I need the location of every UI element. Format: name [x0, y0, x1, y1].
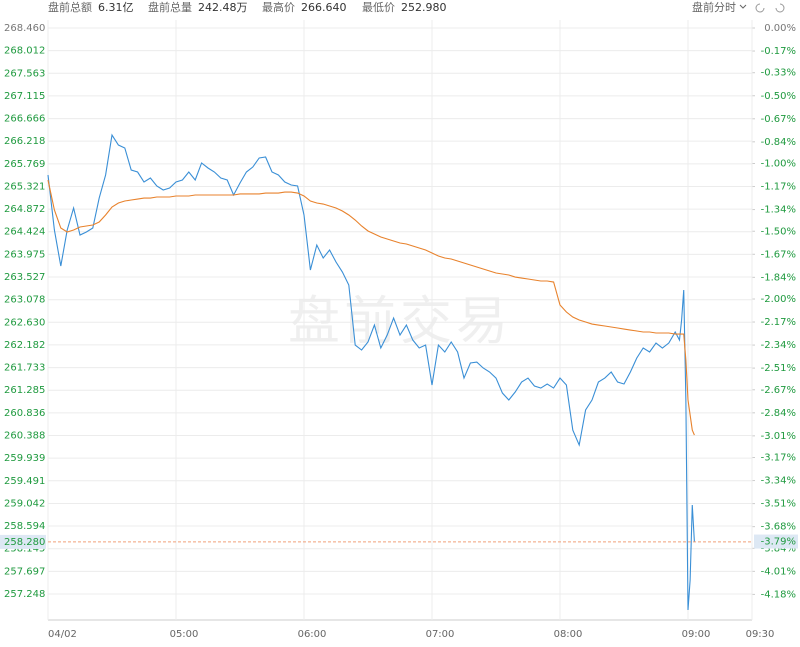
y-tick-label: 262.630 [4, 317, 45, 328]
last-price-label: 258.280 [4, 537, 45, 548]
y-tick-label: 260.388 [4, 430, 45, 441]
mode-label[interactable]: 盘前分时 [692, 0, 736, 14]
y2-tick-label: -3.51% [761, 499, 796, 510]
y2-tick-label: -2.17% [761, 317, 796, 328]
header-value: 252.980 [401, 1, 447, 14]
y2-tick-label: -1.50% [761, 226, 796, 237]
x-tick-label: 04/02 [48, 629, 77, 640]
y-tick-label: 267.115 [4, 91, 45, 102]
icon-back[interactable] [755, 3, 765, 13]
y-tick-label: 266.666 [4, 114, 45, 125]
y-tick-label: 258.594 [4, 521, 45, 532]
y-tick-label: 266.218 [4, 136, 45, 147]
y-tick-label: 258.145 [4, 544, 45, 555]
y2-tick-label: -2.51% [761, 363, 796, 374]
y2-tick-label: -0.84% [761, 137, 796, 148]
y2-tick-label: -3.34% [761, 476, 796, 487]
x-tick-label: 06:00 [298, 629, 327, 640]
y2-tick-label: -0.17% [761, 46, 796, 57]
y2-tick-label: -4.01% [761, 566, 796, 577]
y-tick-label: 260.836 [4, 408, 45, 419]
y2-tick-label: -0.67% [761, 114, 796, 125]
last-price-box [0, 534, 46, 549]
y-tick-label: 263.078 [4, 295, 45, 306]
y2-tick-label: -2.67% [761, 385, 796, 396]
header-value: 266.640 [301, 1, 347, 14]
y-tick-label: 259.491 [4, 476, 45, 487]
x-tick-label: 09:00 [682, 629, 711, 640]
y-tick-label: 262.182 [4, 340, 45, 351]
header-label: 最高价 [262, 0, 295, 14]
y-tick-label: 264.872 [4, 204, 45, 215]
x-tick-label: 05:00 [170, 629, 199, 640]
y-tick-label: 268.012 [4, 46, 45, 57]
x-tick-label: 07:00 [426, 629, 455, 640]
y2-tick-label: -1.84% [761, 272, 796, 283]
y2-tick-label: -0.50% [761, 91, 796, 102]
x-tick-label: 09:30 [746, 629, 775, 640]
y-tick-label: 259.042 [4, 498, 45, 509]
y2-tick-label: -4.18% [761, 589, 796, 600]
y2-tick-label: -2.00% [761, 294, 796, 305]
y-tick-label: 265.769 [4, 159, 45, 170]
y2-tick-label: -1.17% [761, 182, 796, 193]
last-change-box [754, 534, 798, 549]
y2-tick-label: -3.84% [761, 543, 796, 554]
y-tick-label: 263.527 [4, 272, 45, 283]
y2-tick-label: -0.33% [761, 68, 796, 79]
header-label: 盘前总额 [48, 0, 92, 14]
y2-tick-label: -3.68% [761, 522, 796, 533]
y2-tick-label: -1.34% [761, 205, 796, 216]
y-tick-label: 261.733 [4, 363, 45, 374]
price-line [47, 179, 695, 436]
y2-tick-label: -3.17% [761, 453, 796, 464]
x-tick-label: 08:00 [554, 629, 583, 640]
y2-tick-label: -1.00% [761, 159, 796, 170]
y2-tick-label: -3.01% [761, 431, 796, 442]
header-label: 最低价 [362, 1, 395, 14]
icon-forward[interactable] [775, 3, 785, 13]
y2-tick-label: -1.67% [761, 249, 796, 260]
header-label: 盘前总量 [148, 0, 192, 14]
y-tick-label: 265.321 [4, 181, 45, 192]
y-tick-label: 263.975 [4, 249, 45, 260]
last-change-label: -3.79% [761, 537, 796, 548]
y-tick-label: 259.939 [4, 453, 45, 464]
y-tick-label: 264.424 [4, 227, 45, 238]
y2-tick-label: -2.84% [761, 408, 796, 419]
y-tick-label: 261.285 [4, 385, 45, 396]
header-value: 242.48万 [198, 1, 248, 14]
y-tick-label: 267.563 [4, 68, 45, 79]
y-tick-label: 257.248 [4, 589, 45, 600]
y2-tick-label: 0.00% [764, 23, 796, 34]
y2-tick-label: -2.34% [761, 340, 796, 351]
header-value: 6.31亿 [98, 1, 134, 14]
y-tick-label: 257.697 [4, 566, 45, 577]
dropdown-icon[interactable] [739, 4, 747, 9]
y-tick-label: 268.460 [4, 23, 45, 34]
price-line [47, 133, 695, 611]
